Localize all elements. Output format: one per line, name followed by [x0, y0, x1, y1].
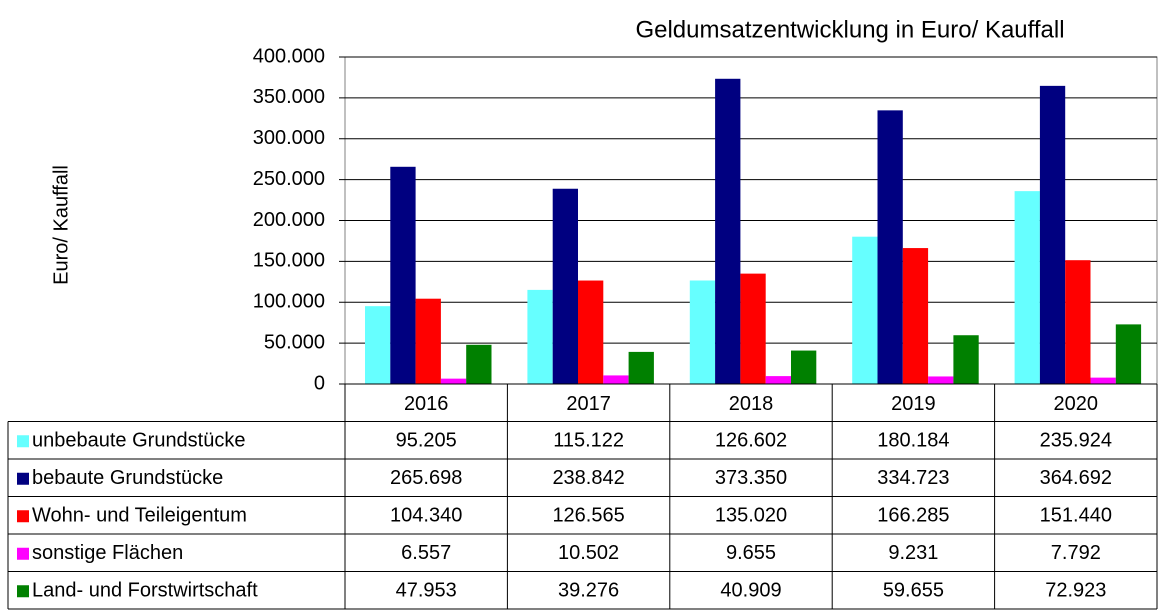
bar — [440, 378, 467, 384]
bar — [765, 376, 791, 384]
bar — [390, 166, 416, 384]
y-tick-label: 100.000 — [253, 291, 325, 313]
x-tick-label: 2018 — [729, 393, 774, 415]
table-value: 115.122 — [553, 430, 624, 452]
bar — [689, 280, 716, 384]
bar — [740, 273, 766, 384]
table-value: 373.350 — [715, 467, 787, 489]
bar — [415, 298, 441, 384]
legend-swatch — [17, 435, 29, 448]
bar — [1115, 324, 1142, 384]
table-value: 180.184 — [877, 430, 949, 452]
bar — [852, 236, 878, 384]
table-value: 40.909 — [720, 580, 781, 602]
table-value: 265.698 — [390, 467, 462, 489]
bar — [791, 350, 817, 384]
bar — [552, 188, 578, 384]
legend-swatch — [17, 472, 29, 485]
y-tick-label: 150.000 — [253, 250, 325, 272]
table-value: 126.602 — [715, 430, 787, 452]
y-tick-label: 50.000 — [264, 331, 325, 353]
table-value: 334.723 — [877, 467, 949, 489]
x-tick-label: 2017 — [566, 393, 611, 415]
legend-swatch — [17, 585, 29, 598]
bar — [527, 289, 553, 384]
bar — [877, 110, 903, 384]
x-tick-label: 2016 — [404, 393, 449, 415]
y-tick-label: 200.000 — [253, 209, 325, 231]
legend-label: Land- und Forstwirtschaft — [32, 580, 258, 602]
table-value: 135.020 — [715, 505, 787, 527]
y-tick-label: 350.000 — [253, 86, 325, 108]
bar — [466, 344, 492, 384]
legend-swatch — [17, 547, 29, 560]
table-value: 9.655 — [726, 542, 776, 564]
x-tick-label: 2019 — [891, 393, 936, 415]
table-value: 47.953 — [396, 580, 457, 602]
y-tick-label: 400.000 — [253, 45, 325, 67]
table-value: 235.924 — [1040, 430, 1112, 452]
y-tick-label: 300.000 — [253, 127, 325, 149]
table-value: 238.842 — [552, 467, 624, 489]
bar — [628, 351, 654, 384]
y-axis-label: Euro/ Kauffall — [50, 165, 72, 285]
table-value: 104.340 — [390, 505, 462, 527]
table-value: 151.440 — [1040, 505, 1112, 527]
legend-label: bebaute Grundstücke — [32, 467, 223, 489]
bar — [1065, 260, 1091, 384]
y-tick-label: 250.000 — [253, 168, 325, 190]
legend-label: sonstige Flächen — [32, 542, 183, 564]
bar — [578, 280, 604, 384]
bar — [1039, 85, 1066, 384]
table-value: 9.231 — [888, 542, 938, 564]
table-value: 95.205 — [396, 430, 457, 452]
table-value: 6.557 — [401, 542, 451, 564]
table-value: 72.923 — [1045, 580, 1106, 602]
legend-swatch — [17, 510, 29, 523]
bar — [1090, 377, 1116, 384]
legend-label: unbebaute Grundstücke — [32, 430, 246, 452]
bar — [365, 306, 391, 384]
bar — [1014, 191, 1040, 384]
chart-title: Geldumsatzentwicklung in Euro/ Kauffall — [635, 16, 1064, 43]
bar — [928, 376, 954, 384]
bar — [603, 375, 629, 384]
x-tick-label: 2020 — [1054, 393, 1099, 415]
bar — [715, 78, 741, 384]
legend-label: Wohn- und Teileigentum — [32, 505, 247, 527]
table-value: 39.276 — [558, 580, 619, 602]
y-tick-label: 0 — [314, 372, 325, 394]
bar — [953, 335, 979, 384]
bar — [902, 248, 929, 384]
table-value: 364.692 — [1040, 467, 1112, 489]
table-value: 10.502 — [558, 542, 619, 564]
table-value: 7.792 — [1051, 542, 1101, 564]
table-value: 59.655 — [883, 580, 944, 602]
table-value: 166.285 — [877, 505, 949, 527]
table-value: 126.565 — [552, 505, 624, 527]
